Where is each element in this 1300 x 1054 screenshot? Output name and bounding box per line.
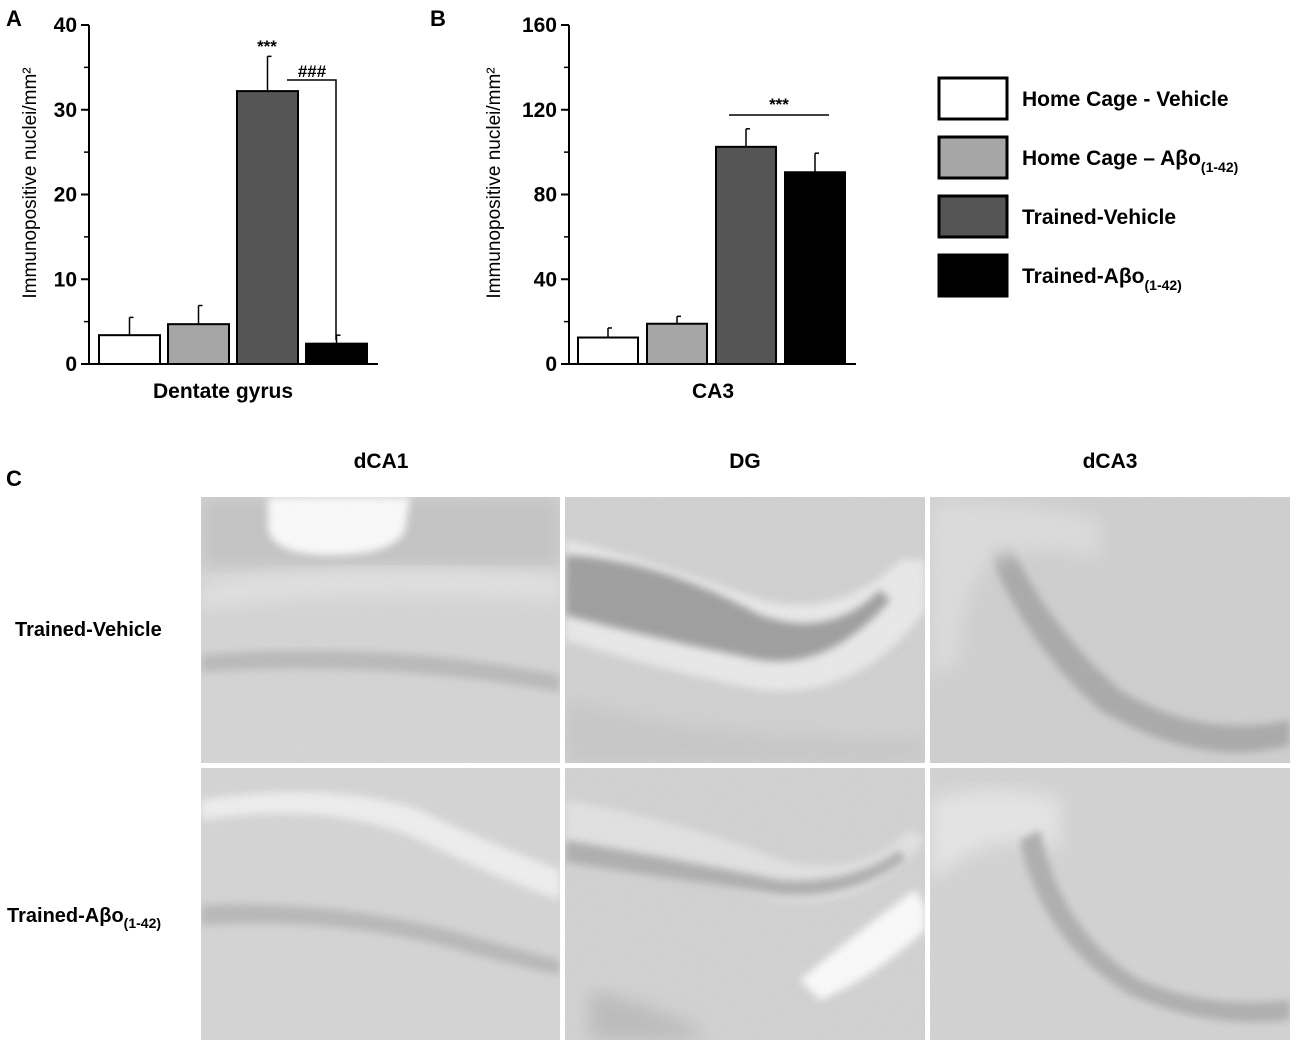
chart-b: Immunopositive nuclei/mm² 0 40 80 120 160 **… xyxy=(484,14,856,403)
chart-b-bar xyxy=(577,336,639,365)
legend-swatch xyxy=(937,76,1009,121)
micrograph-trained-vehicle-dca1 xyxy=(201,497,560,763)
legend-swatch xyxy=(937,194,1009,239)
row-label-trained-abo: Trained-Aβo(1-42) xyxy=(7,905,161,931)
chart-a-star-annotation: *** xyxy=(257,37,277,56)
chart-b-y-ticks: 0 40 80 120 160 xyxy=(522,14,569,376)
legend-label: Home Cage – Aβo(1-42) xyxy=(1022,147,1238,175)
chart-a-bar xyxy=(167,323,230,366)
chart-a-y-axis-label: Immunopositive nuclei/mm² xyxy=(20,67,41,298)
legend-swatch xyxy=(937,253,1009,298)
chart-a-x-axis-label: Dentate gyrus xyxy=(153,380,293,403)
panel-label-a: A xyxy=(6,6,22,31)
chart-a-bars xyxy=(98,55,368,366)
column-header-dca1: dCA1 xyxy=(354,450,409,473)
chart-a-bar xyxy=(98,334,161,365)
chart-b-tick-label: 120 xyxy=(522,99,557,122)
chart-a-tick-label: 30 xyxy=(54,99,77,122)
chart-a-tick-label: 20 xyxy=(54,184,77,207)
chart-b-bar xyxy=(715,145,777,365)
chart-a-tick-label: 0 xyxy=(65,353,77,376)
chart-b-y-axis-label: Immunopositive nuclei/mm² xyxy=(484,67,505,298)
chart-a-hash-annotation: ### xyxy=(298,62,327,81)
chart-b-tick-label: 80 xyxy=(534,184,557,207)
legend-label: Trained-Vehicle xyxy=(1022,206,1176,229)
legend-label-text: Home Cage - Vehicle xyxy=(1022,88,1229,111)
chart-a-tick-label: 10 xyxy=(54,268,77,291)
chart-b-x-axis-label: CA3 xyxy=(692,380,734,403)
column-header-dg: DG xyxy=(729,450,761,473)
legend-label-text: Home Cage – Aβo xyxy=(1022,147,1201,170)
micrograph-trained-abo-dca1 xyxy=(201,768,560,1040)
legend-swatch xyxy=(937,135,1009,180)
column-header-dca3: dCA3 xyxy=(1083,450,1138,473)
micrograph-trained-vehicle-dca3 xyxy=(930,497,1290,763)
chart-a-significance-bracket xyxy=(287,79,337,340)
micrograph-trained-abo-dca3 xyxy=(930,768,1290,1040)
chart-b-tick-label: 0 xyxy=(545,353,557,376)
legend-label-text: Trained-Aβo xyxy=(1022,265,1145,288)
legend-label: Trained-Aβo(1-42) xyxy=(1022,265,1182,293)
chart-a-y-ticks: 0 10 20 30 40 xyxy=(54,14,89,376)
chart-b-tick-label: 40 xyxy=(534,268,557,291)
micrograph-trained-vehicle-dg xyxy=(565,497,925,763)
legend-label-text: Trained-Vehicle xyxy=(1022,206,1176,229)
row-label-trained-vehicle: Trained-Vehicle xyxy=(15,619,162,641)
panel-label-c: C xyxy=(6,466,22,491)
chart-a-bar xyxy=(236,90,299,365)
chart-b-bar xyxy=(646,322,708,365)
micrograph-panel: dCA1 DG dCA3 Trained-Vehicle Trained-Aβo… xyxy=(7,450,1290,1040)
legend-label-subscript: (1-42) xyxy=(1145,277,1182,293)
chart-b-star-annotation: *** xyxy=(769,95,789,114)
chart-b-bar xyxy=(784,171,846,365)
micrograph-trained-abo-dg xyxy=(565,768,925,1040)
legend-label: Home Cage - Vehicle xyxy=(1022,88,1229,111)
chart-a-bar xyxy=(305,342,368,366)
legend-label-subscript: (1-42) xyxy=(1201,159,1238,175)
chart-b-bars xyxy=(577,128,846,365)
panel-label-b: B xyxy=(430,6,446,31)
chart-b-tick-label: 160 xyxy=(522,14,557,37)
chart-a-tick-label: 40 xyxy=(54,14,77,37)
